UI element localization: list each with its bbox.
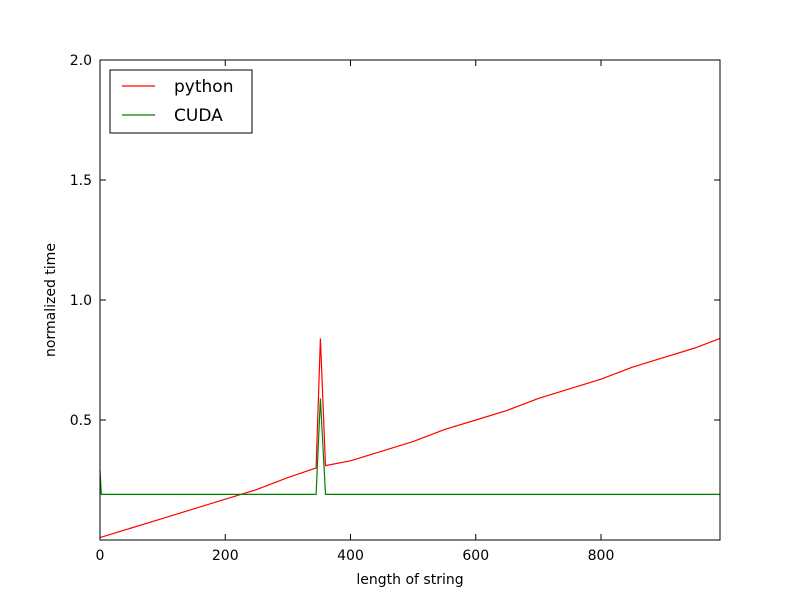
x-tick-label: 400 — [337, 548, 364, 564]
legend-box — [109, 69, 253, 134]
x-tick-label: 200 — [212, 548, 239, 564]
y-tick-label: 1.5 — [70, 173, 92, 189]
x-tick-label: 0 — [96, 548, 105, 564]
plot-area — [100, 60, 720, 540]
y-axis-label: normalized time — [43, 243, 59, 357]
y-tick-label: 2.0 — [70, 53, 92, 69]
series-line-python — [99, 337, 721, 539]
legend-python-label: python — [174, 77, 233, 97]
ticks-layer: 0 200 400 600 800 0.5 1.0 1.5 2.0 — [70, 53, 720, 564]
x-tick-label: 600 — [462, 548, 489, 564]
plot-frame — [99, 59, 721, 541]
series-line-cuda — [99, 398, 720, 495]
legend: python CUDA — [109, 69, 253, 134]
y-tick-label: 0.5 — [70, 413, 92, 429]
legend-cuda-label: CUDA — [174, 106, 223, 126]
x-axis-label: length of string — [356, 572, 463, 588]
series-layer — [99, 337, 721, 539]
y-tick-label: 1.0 — [70, 293, 92, 309]
x-tick-label: 800 — [588, 548, 615, 564]
